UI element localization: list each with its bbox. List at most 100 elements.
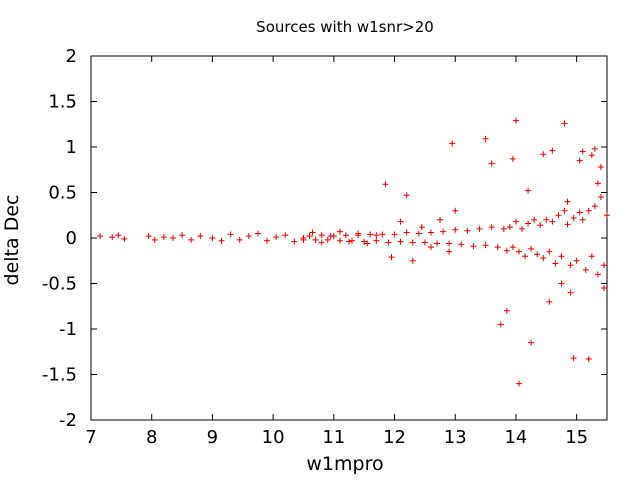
data-point [594, 271, 601, 278]
data-point [591, 145, 598, 152]
data-point [597, 194, 604, 201]
data-point [561, 120, 568, 127]
data-point [549, 147, 556, 154]
data-point [576, 157, 583, 164]
data-point [537, 222, 544, 229]
data-point [115, 232, 122, 239]
data-point [564, 198, 571, 205]
data-point [324, 236, 331, 243]
data-point [573, 257, 580, 264]
data-point [342, 232, 349, 239]
data-point [151, 236, 158, 243]
data-point [254, 230, 261, 237]
data-point [558, 253, 565, 260]
data-point [318, 239, 325, 246]
x-axis: 7 8 9 10 11 12 13 14 15 [85, 56, 588, 448]
data-point [594, 180, 601, 187]
data-point [509, 244, 516, 251]
data-point [312, 236, 319, 243]
data-point [418, 224, 425, 231]
y-tick-label: -2 [59, 410, 77, 431]
data-point [588, 152, 595, 159]
data-point [391, 231, 398, 238]
data-point [346, 238, 352, 245]
data-point [382, 181, 389, 188]
data-point [540, 255, 547, 262]
data-point [528, 339, 535, 346]
x-tick-label: 14 [504, 427, 527, 448]
data-point [500, 225, 507, 232]
y-axis-label: delta Dec [1, 195, 23, 286]
data-point [470, 243, 477, 250]
data-point [264, 237, 271, 244]
data-point [482, 242, 489, 249]
data-point [555, 212, 562, 219]
data-point [509, 155, 516, 162]
data-point [169, 235, 176, 241]
data-point [488, 160, 495, 167]
data-point [160, 234, 167, 241]
data-point [585, 356, 592, 363]
y-tick-label: 0 [66, 228, 77, 249]
x-tick-label: 11 [322, 427, 345, 448]
data-point [291, 238, 298, 245]
data-point [446, 240, 453, 247]
data-point [440, 228, 447, 235]
data-point [109, 234, 116, 241]
data-point [403, 192, 410, 199]
data-point [604, 212, 610, 219]
y-tick-label: -1 [59, 319, 77, 340]
data-point [506, 224, 513, 231]
data-point [570, 355, 577, 362]
data-point [579, 148, 586, 155]
data-point [561, 207, 568, 214]
data-point [361, 238, 368, 245]
data-point [540, 151, 547, 158]
x-tick-label: 15 [565, 427, 588, 448]
data-point [591, 203, 598, 210]
x-tick-label: 13 [444, 427, 467, 448]
data-point [515, 248, 522, 255]
data-point [427, 229, 434, 236]
data-point [449, 140, 456, 147]
data-point [570, 214, 577, 221]
data-point [282, 232, 289, 239]
data-point [497, 321, 504, 328]
y-tick-label: 1.5 [48, 92, 77, 113]
data-point [564, 221, 571, 228]
data-point [522, 253, 529, 260]
data-point [373, 232, 380, 239]
data-point [576, 209, 583, 216]
plot-frame [90, 55, 608, 421]
data-point [588, 253, 595, 260]
y-axis: 2 1.5 1 0.5 0 -0.5 -1 -1.5 -2 [42, 46, 607, 431]
data-point [476, 225, 483, 232]
data-point [306, 233, 313, 240]
data-point [567, 289, 574, 296]
data-point [364, 240, 371, 247]
data-point [600, 262, 607, 269]
data-point [494, 244, 501, 251]
data-point [515, 380, 522, 387]
data-point [585, 207, 592, 214]
y-tick-label: 1 [66, 137, 77, 158]
y-tick-label: 0.5 [48, 183, 77, 204]
data-point [409, 257, 416, 264]
data-point [367, 231, 374, 238]
data-point [385, 239, 392, 246]
data-point [464, 227, 471, 234]
data-point [415, 230, 422, 237]
data-point [421, 239, 428, 246]
data-point [531, 216, 538, 223]
data-point [482, 135, 489, 142]
y-tick-label: -1.5 [42, 365, 77, 386]
x-tick-label: 9 [207, 427, 218, 448]
data-point [355, 232, 362, 239]
data-point [427, 244, 434, 251]
data-point [579, 216, 586, 223]
data-point [552, 260, 559, 267]
data-point [525, 187, 532, 194]
data-point [512, 117, 519, 124]
data-point [512, 218, 519, 225]
